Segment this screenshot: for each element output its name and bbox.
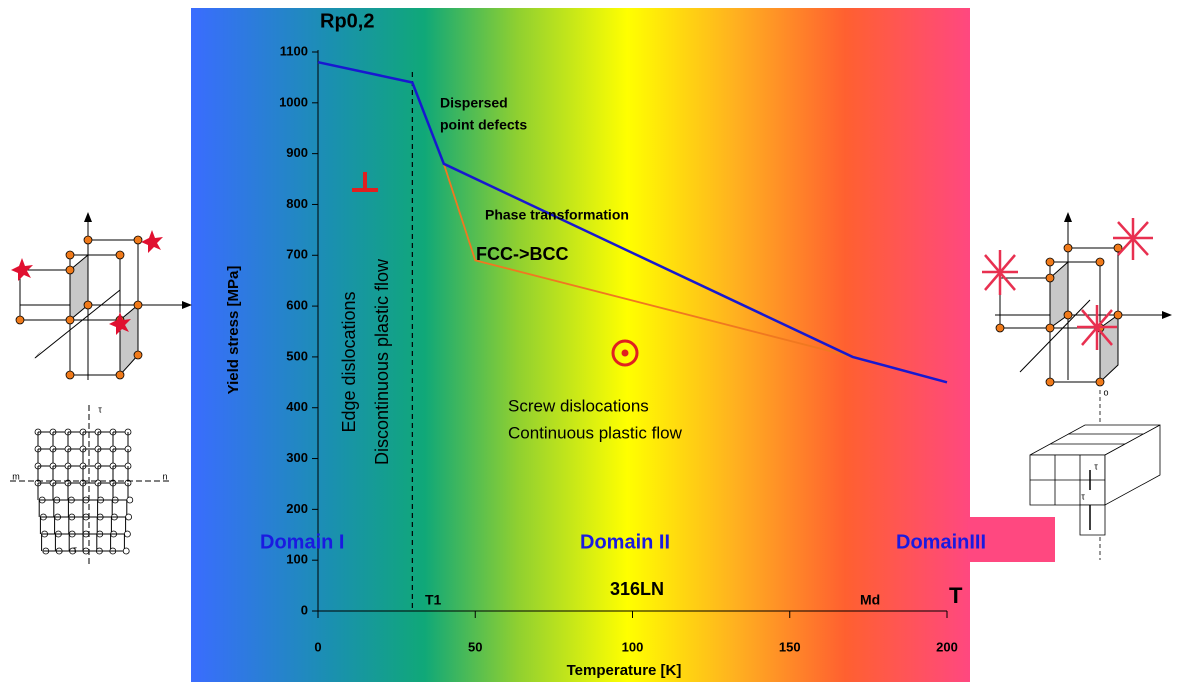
annotation: point defects (440, 117, 527, 133)
y-tick-label: 400 (286, 399, 308, 414)
right-lattice (982, 212, 1172, 387)
y-tick-label: 0 (301, 602, 308, 617)
annotation: Continuous plastic flow (508, 423, 683, 442)
annotation: Screw dislocations (508, 396, 649, 415)
y-tick-label: 1100 (280, 43, 308, 58)
series-line (442, 163, 853, 358)
annotation: Discontinuous plastic flow (372, 258, 392, 465)
y-tick-label: 200 (286, 501, 308, 516)
y-tick-label: 100 (286, 552, 308, 567)
annotation: Edge dislocations (339, 291, 359, 432)
domain-band (968, 517, 1055, 562)
annotation: Dispersed (440, 95, 508, 111)
annotation: Md (860, 592, 880, 608)
y-tick-label: 500 (286, 348, 308, 363)
y-tick-label: 1000 (279, 94, 308, 109)
y-axis-title: Yield stress [MPa] (225, 266, 242, 395)
diagram-label: τ (1081, 491, 1085, 501)
grid-node (122, 547, 130, 555)
domain-label: Domain I (260, 531, 344, 553)
y-tick-label: 900 (286, 145, 308, 160)
y-tick-label: 300 (286, 450, 308, 465)
annotation: T1 (425, 592, 442, 608)
grid-node (124, 530, 131, 538)
screw-dislocation-symbol (611, 339, 639, 367)
y-tick-label: 800 (286, 196, 308, 211)
x-tick-label: 200 (936, 639, 958, 654)
x-tick-label: 50 (468, 639, 482, 654)
y-tick-label: 600 (286, 298, 308, 313)
diagram-label: o (1103, 387, 1108, 397)
annotation: FCC->BCC (476, 244, 569, 264)
diagram-label: m (12, 471, 20, 481)
diagram-label: n (162, 471, 167, 481)
domain-label: DomainIII (896, 531, 986, 553)
x-tick-label: 100 (622, 639, 644, 654)
diagram-label: τ (98, 404, 102, 414)
diagram-label: τ (1094, 461, 1098, 471)
grid-node (125, 513, 133, 521)
left-dislocation-grid (10, 405, 170, 565)
y-tick-label: 700 (286, 247, 308, 262)
grid-node (126, 496, 134, 504)
annotation: Rp0,2 (320, 10, 374, 32)
left-lattice (11, 212, 192, 380)
annotation: T (949, 583, 963, 608)
series-line (317, 60, 948, 384)
right-block (1029, 390, 1161, 560)
annotation: 316LN (610, 579, 664, 599)
x-tick-label: 0 (314, 639, 321, 654)
edge-dislocation-symbol (352, 172, 378, 192)
x-axis-title: Temperature [K] (567, 662, 682, 679)
annotation: Phase transformation (485, 207, 629, 223)
diagram-label: τ (73, 544, 77, 554)
x-tick-label: 150 (779, 639, 801, 654)
domain-label: Domain II (580, 531, 670, 553)
background (191, 8, 970, 682)
